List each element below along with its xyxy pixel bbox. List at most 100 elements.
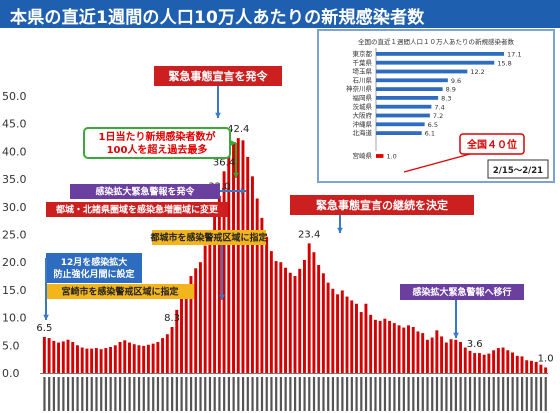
annotation-december-text: 12月を感染拡大 xyxy=(61,256,128,268)
bar xyxy=(113,345,117,373)
bar xyxy=(208,233,212,373)
inset-period-text: 2/15～2/21 xyxy=(493,166,543,176)
bar xyxy=(355,303,358,373)
x-tick-label xyxy=(100,377,103,411)
bar xyxy=(326,282,330,373)
x-tick-label xyxy=(128,377,131,411)
x-tick-label xyxy=(52,377,56,411)
x-tick-label xyxy=(284,377,287,411)
inset-bar xyxy=(376,78,448,83)
arrow-miyakonojo-head xyxy=(219,294,225,300)
x-tick-label xyxy=(142,377,145,411)
bar xyxy=(515,355,519,373)
annotation-miyakonojo: 都城市を感染警戒区域に指定 xyxy=(149,230,268,245)
inset-value-label: 9.6 xyxy=(451,77,461,85)
arrow-expansion-alert-head xyxy=(240,188,246,194)
x-tick-label xyxy=(473,377,476,411)
bar xyxy=(359,312,363,373)
bar xyxy=(213,213,217,373)
x-tick-label xyxy=(175,377,178,411)
x-tick-label xyxy=(166,377,169,411)
inset-title: 全国の直近１週間人口１０万人あたりの新規感染者数 xyxy=(358,37,515,46)
bar xyxy=(203,245,207,373)
bar xyxy=(260,217,264,373)
x-tick-label xyxy=(48,377,51,411)
annotation-over100-text: 1日当たり新規感染者数が xyxy=(99,130,217,143)
x-tick-label xyxy=(241,377,245,411)
x-tick-label xyxy=(147,377,150,411)
x-tick-label xyxy=(502,377,505,411)
y-tick-label: 45.0 xyxy=(2,118,27,131)
inset-prefecture-label: 沖縄県 xyxy=(353,119,373,128)
x-tick-label xyxy=(303,377,306,411)
x-tick-label xyxy=(289,377,292,411)
x-tick-label xyxy=(194,377,197,411)
x-tick-label xyxy=(308,377,311,411)
annotation-expansion-alert: 感染拡大緊急警報を発令 xyxy=(70,184,220,199)
x-tick-label xyxy=(171,377,174,411)
bar xyxy=(90,348,94,373)
annotation-emergency-continue-text: 緊急事態宣言の継続を決定 xyxy=(316,198,448,212)
bar xyxy=(85,348,89,373)
inset-bar xyxy=(376,113,430,118)
bar xyxy=(350,300,354,373)
bar xyxy=(71,341,75,373)
x-tick-label xyxy=(322,377,325,411)
bar xyxy=(293,276,297,373)
x-tick-label xyxy=(218,377,221,411)
x-tick-label xyxy=(137,377,141,411)
inset-rank-pointer xyxy=(403,153,471,173)
bar xyxy=(468,350,472,373)
x-tick-label xyxy=(279,377,283,411)
x-tick-label xyxy=(416,377,420,411)
annotation-december-bg xyxy=(46,253,142,283)
x-tick-label xyxy=(402,377,405,411)
x-tick-label xyxy=(95,377,98,411)
annotation-expansion-alert-text: 感染拡大緊急警報を発令 xyxy=(95,186,195,198)
arrow-over100-head xyxy=(233,172,239,178)
bar xyxy=(392,323,396,373)
x-tick-label xyxy=(237,377,240,411)
y-tick-label: 10.0 xyxy=(2,312,27,325)
x-tick-label xyxy=(525,377,528,411)
x-tick-label xyxy=(539,377,543,411)
bar xyxy=(501,347,505,373)
bar xyxy=(47,338,51,373)
bar xyxy=(94,348,98,373)
annotation-emergency-continue-bg xyxy=(290,195,474,215)
annotation-miyazaki-city: 宮崎市を感染警戒区域に指定 xyxy=(46,284,194,299)
x-tick-label xyxy=(492,377,495,411)
x-tick-label xyxy=(62,377,65,411)
x-tick-label xyxy=(227,377,230,411)
x-tick-label xyxy=(374,377,377,411)
x-tick-label xyxy=(185,377,188,411)
x-tick-label xyxy=(260,377,264,411)
x-tick-label xyxy=(114,377,117,411)
bar xyxy=(520,356,524,373)
bar xyxy=(302,259,306,373)
x-tick-label xyxy=(431,377,434,411)
bar xyxy=(529,360,533,373)
x-tick-label xyxy=(426,377,429,411)
y-axis: 0.0 5.0 10.0 15.0 20.0 25.0 30.0 35.0 40.0 45.0 50… xyxy=(2,90,27,380)
inset-rank-box xyxy=(459,133,525,155)
annotation-transition-bg xyxy=(400,284,524,300)
inset-bar xyxy=(376,96,439,100)
bar xyxy=(534,361,538,373)
x-tick-label xyxy=(506,377,510,411)
bar xyxy=(42,336,46,373)
bar xyxy=(241,140,245,373)
data-label: 3.6 xyxy=(467,339,483,350)
data-label: 1.0 xyxy=(538,353,554,364)
inset-bar xyxy=(376,60,495,65)
y-tick-label: 25.0 xyxy=(2,229,27,242)
x-tick-label xyxy=(232,377,235,411)
inset-prefecture-label: 神奈川県 xyxy=(346,84,373,93)
bar xyxy=(482,354,486,373)
bar xyxy=(463,347,467,373)
x-tick-label xyxy=(189,377,193,411)
x-tick-label xyxy=(152,377,155,411)
annotation-emergency-bg xyxy=(154,66,282,86)
bar xyxy=(274,261,278,373)
